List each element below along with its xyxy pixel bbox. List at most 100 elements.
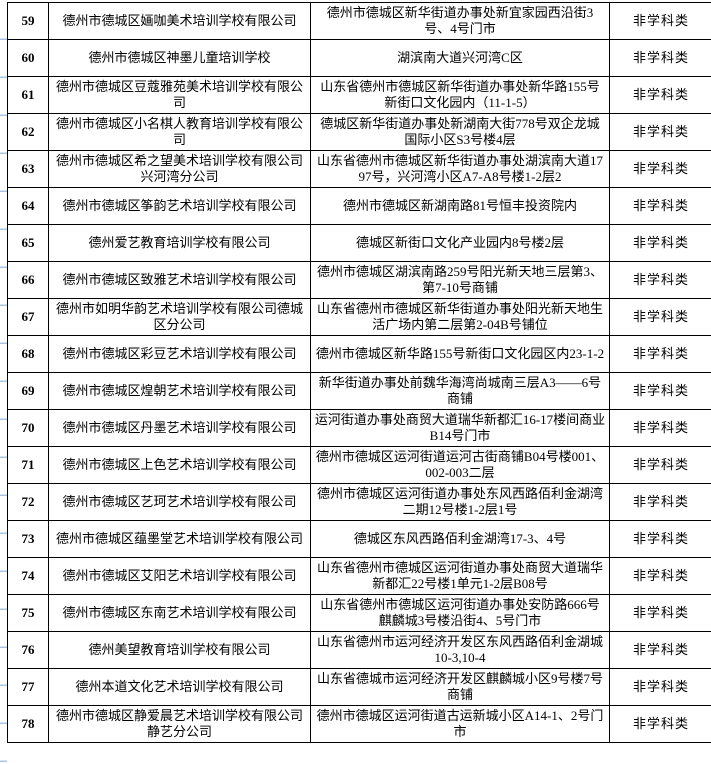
table-row: 72 德州市德城区艺珂艺术培训学校有限公司 德州市德城区运河街道办事处东风西路佰… xyxy=(7,483,711,521)
table-row: 76 德州美望教育培训学校有限公司 山东省德州市运河经济开发区东风西路佰利金湖城… xyxy=(7,631,711,669)
row-number: 64 xyxy=(7,187,49,225)
category-cell: 非学科类 xyxy=(609,261,711,299)
row-number: 67 xyxy=(7,298,49,336)
address-cell: 德州市德城区新湖南路81号恒丰投资院内 xyxy=(310,187,610,225)
row-number: 60 xyxy=(7,39,49,77)
address-cell: 运河街道办事处商贸大道瑞华新都汇16-17楼间商业B14号门市 xyxy=(310,409,610,447)
table-row: 69 德州市德城区煌朝艺术培训学校有限公司 新华街道办事处前魏华海湾尚城南三层A… xyxy=(7,372,711,410)
category-cell: 非学科类 xyxy=(609,187,711,225)
category-cell: 非学科类 xyxy=(609,150,711,188)
category-cell: 非学科类 xyxy=(609,39,711,77)
school-name-cell: 德州市德城区希之望美术培训学校有限公司兴河湾分公司 xyxy=(48,150,311,188)
category-cell: 非学科类 xyxy=(609,113,711,151)
address-cell: 德州市德城区运河街道运河古街商铺B04号楼001、002-003二层 xyxy=(310,446,610,484)
school-name-cell: 德州市德城区静爱晨艺术培训学校有限公司静艺分公司 xyxy=(48,705,311,743)
table-row: 59 德州市德城区婳咖美术培训学校有限公司 德州市德城区新华街道办事处新宜家园西… xyxy=(7,2,711,40)
spreadsheet-gridline-strip xyxy=(0,2,7,764)
category-cell: 非学科类 xyxy=(609,335,711,373)
table-row: 74 德州市德城区艾阳艺术培训学校有限公司 山东省德州市德城区运河街道办事处商贸… xyxy=(7,557,711,595)
address-cell: 德州市德城区新华路155号新街口文化园区内23-1-2 xyxy=(310,335,610,373)
row-number: 65 xyxy=(7,224,49,262)
school-name-cell: 德州本道文化艺术培训学校有限公司 xyxy=(48,668,311,706)
table-row: 64 德州市德城区筝韵艺术培训学校有限公司 德州市德城区新湖南路81号恒丰投资院… xyxy=(7,187,711,225)
school-name-cell: 德州市德城区婳咖美术培训学校有限公司 xyxy=(48,2,311,40)
table-row: 66 德州市德城区致雅艺术培训学校有限公司 德州市德城区湖滨南路259号阳光新天… xyxy=(7,261,711,299)
address-cell: 德州市德城区运河街道古运新城小区A14-1、2号门市 xyxy=(310,705,610,743)
category-cell: 非学科类 xyxy=(609,409,711,447)
school-name-cell: 德州市如明华韵艺术培训学校有限公司德城区分公司 xyxy=(48,298,311,336)
row-number: 78 xyxy=(7,705,49,743)
category-cell: 非学科类 xyxy=(609,631,711,669)
school-name-cell: 德州市德城区艺珂艺术培训学校有限公司 xyxy=(48,483,311,521)
address-cell: 山东省德州市德城区运河街道办事处商贸大道瑞华新都汇22号楼1单元1-2层B08号 xyxy=(310,557,610,595)
row-number: 63 xyxy=(7,150,49,188)
category-cell: 非学科类 xyxy=(609,76,711,114)
school-name-cell: 德州市德城区神墨儿童培训学校 xyxy=(48,39,311,77)
table-row: 68 德州市德城区彩豆艺术培训学校有限公司 德州市德城区新华路155号新街口文化… xyxy=(7,335,711,373)
address-cell: 山东省德城市运河经济开发区麒麟城小区9号楼7号商铺 xyxy=(310,668,610,706)
address-cell: 山东省德州市德城区新华街道办事处阳光新天地生活广场内第二层第2-04B号铺位 xyxy=(310,298,610,336)
address-cell: 德州市德城区新华街道办事处新宜家园西沿街3号、4号门市 xyxy=(310,2,610,40)
row-number: 72 xyxy=(7,483,49,521)
address-cell: 山东省德州市德城区运河街道办事处安防路666号麒麟城3号楼沿街4、5号门市 xyxy=(310,594,610,632)
table-row: 67 德州市如明华韵艺术培训学校有限公司德城区分公司 山东省德州市德城区新华街道… xyxy=(7,298,711,336)
row-number: 66 xyxy=(7,261,49,299)
address-cell: 德州市德城区湖滨南路259号阳光新天地三层第3、第7-10号商铺 xyxy=(310,261,610,299)
table-row: 77 德州本道文化艺术培训学校有限公司 山东省德城市运河经济开发区麒麟城小区9号… xyxy=(7,668,711,706)
category-cell: 非学科类 xyxy=(609,668,711,706)
address-cell: 湖滨南大道兴河湾C区 xyxy=(310,39,610,77)
row-number: 73 xyxy=(7,520,49,558)
category-cell: 非学科类 xyxy=(609,372,711,410)
table-row: 61 德州市德城区豆蔻雅苑美术培训学校有限公司 山东省德州市德城区新华街道办事处… xyxy=(7,76,711,114)
row-number: 62 xyxy=(7,113,49,151)
category-cell: 非学科类 xyxy=(609,594,711,632)
row-number: 61 xyxy=(7,76,49,114)
school-name-cell: 德州市德城区上色艺术培训学校有限公司 xyxy=(48,446,311,484)
table-row: 63 德州市德城区希之望美术培训学校有限公司兴河湾分公司 山东省德州市德城区新华… xyxy=(7,150,711,188)
address-cell: 德城区东风西路佰利金湖湾17-3、4号 xyxy=(310,520,610,558)
row-number: 70 xyxy=(7,409,49,447)
row-number: 75 xyxy=(7,594,49,632)
table-row: 75 德州市德城区东南艺术培训学校有限公司 山东省德州市德城区运河街道办事处安防… xyxy=(7,594,711,632)
table-row: 78 德州市德城区静爱晨艺术培训学校有限公司静艺分公司 德州市德城区运河街道古运… xyxy=(7,705,711,743)
school-name-cell: 德州市德城区煌朝艺术培训学校有限公司 xyxy=(48,372,311,410)
category-cell: 非学科类 xyxy=(609,483,711,521)
category-cell: 非学科类 xyxy=(609,2,711,40)
school-name-cell: 德州市德城区筝韵艺术培训学校有限公司 xyxy=(48,187,311,225)
category-cell: 非学科类 xyxy=(609,446,711,484)
row-number: 71 xyxy=(7,446,49,484)
table-row: 60 德州市德城区神墨儿童培训学校 湖滨南大道兴河湾C区 非学科类 xyxy=(7,39,711,77)
table-row: 62 德州市德城区小名棋人教育培训学校有限公司 德城区新华街道办事处新湖南大街7… xyxy=(7,113,711,151)
category-cell: 非学科类 xyxy=(609,520,711,558)
school-name-cell: 德州市德城区小名棋人教育培训学校有限公司 xyxy=(48,113,311,151)
school-name-cell: 德州市德城区致雅艺术培训学校有限公司 xyxy=(48,261,311,299)
address-cell: 德城区新街口文化产业园内8号楼2层 xyxy=(310,224,610,262)
category-cell: 非学科类 xyxy=(609,557,711,595)
address-cell: 山东省德州市运河经济开发区东风西路佰利金湖城10-3,10-4 xyxy=(310,631,610,669)
address-cell: 新华街道办事处前魏华海湾尚城南三层A3——6号商铺 xyxy=(310,372,610,410)
address-cell: 山东省德州市德城区新华街道办事处新华路155号新街口文化园内（11-1-5） xyxy=(310,76,610,114)
table-body: 59 德州市德城区婳咖美术培训学校有限公司 德州市德城区新华街道办事处新宜家园西… xyxy=(7,2,711,743)
school-name-cell: 德州爱艺教育培训学校有限公司 xyxy=(48,224,311,262)
row-number: 77 xyxy=(7,668,49,706)
table-row: 65 德州爱艺教育培训学校有限公司 德城区新街口文化产业园内8号楼2层 非学科类 xyxy=(7,224,711,262)
address-cell: 山东省德州市德城区新华街道办事处湖滨南大道1797号，兴河湾小区A7-A8号楼1… xyxy=(310,150,610,188)
category-cell: 非学科类 xyxy=(609,298,711,336)
row-number: 68 xyxy=(7,335,49,373)
table-row: 73 德州市德城区蕴墨堂艺术培训学校有限公司 德城区东风西路佰利金湖湾17-3、… xyxy=(7,520,711,558)
school-name-cell: 德州美望教育培训学校有限公司 xyxy=(48,631,311,669)
school-name-cell: 德州市德城区豆蔻雅苑美术培训学校有限公司 xyxy=(48,76,311,114)
table-row: 70 德州市德城区丹墨艺术培训学校有限公司 运河街道办事处商贸大道瑞华新都汇16… xyxy=(7,409,711,447)
school-name-cell: 德州市德城区彩豆艺术培训学校有限公司 xyxy=(48,335,311,373)
school-name-cell: 德州市德城区艾阳艺术培训学校有限公司 xyxy=(48,557,311,595)
training-schools-table: 59 德州市德城区婳咖美术培训学校有限公司 德州市德城区新华街道办事处新宜家园西… xyxy=(7,2,711,743)
row-number: 74 xyxy=(7,557,49,595)
address-cell: 德州市德城区运河街道办事处东风西路佰利金湖湾二期12号楼1-2层1号 xyxy=(310,483,610,521)
category-cell: 非学科类 xyxy=(609,705,711,743)
category-cell: 非学科类 xyxy=(609,224,711,262)
row-number: 76 xyxy=(7,631,49,669)
row-number: 69 xyxy=(7,372,49,410)
table-row: 71 德州市德城区上色艺术培训学校有限公司 德州市德城区运河街道运河古街商铺B0… xyxy=(7,446,711,484)
school-name-cell: 德州市德城区丹墨艺术培训学校有限公司 xyxy=(48,409,311,447)
